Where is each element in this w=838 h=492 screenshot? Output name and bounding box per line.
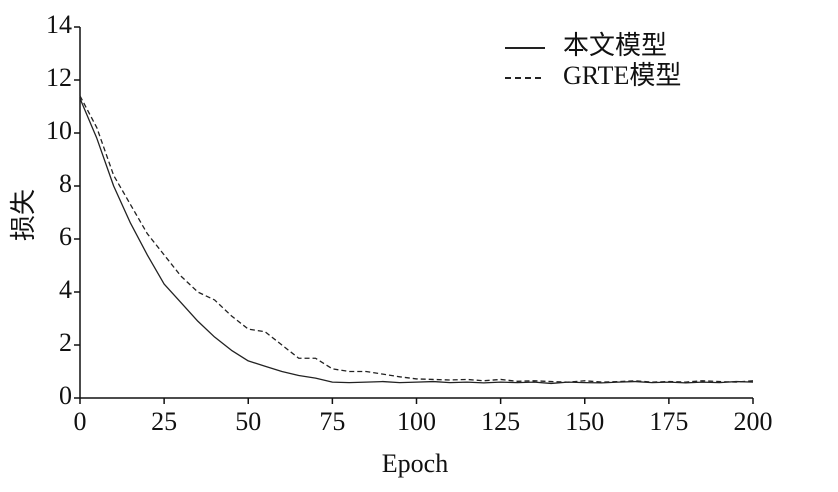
y-tick-label: 8 <box>59 169 72 198</box>
x-axis-label: Epoch <box>382 449 448 478</box>
x-tick-label: 150 <box>565 407 604 436</box>
x-tick-label: 200 <box>734 407 773 436</box>
y-tick-label: 10 <box>46 116 72 145</box>
x-tick-label: 175 <box>649 407 688 436</box>
x-tick-label: 25 <box>151 407 177 436</box>
series-line <box>79 95 754 383</box>
y-tick-label: 6 <box>59 222 72 251</box>
legend-label: 本文模型 <box>563 31 667 60</box>
x-tick-label: 125 <box>481 407 520 436</box>
y-tick-label: 14 <box>46 10 72 39</box>
y-axis-label: 损失 <box>9 189 38 241</box>
x-tick-label: 75 <box>319 407 345 436</box>
legend-label: GRTE模型 <box>563 61 681 90</box>
y-tick-label: 0 <box>59 381 72 410</box>
y-tick-label: 4 <box>59 275 72 304</box>
y-tick-label: 2 <box>59 328 72 357</box>
series-line <box>79 98 754 385</box>
y-tick-label: 12 <box>46 63 72 92</box>
x-tick-label: 0 <box>74 407 87 436</box>
x-tick-label: 50 <box>235 407 261 436</box>
x-tick-label: 100 <box>397 407 436 436</box>
